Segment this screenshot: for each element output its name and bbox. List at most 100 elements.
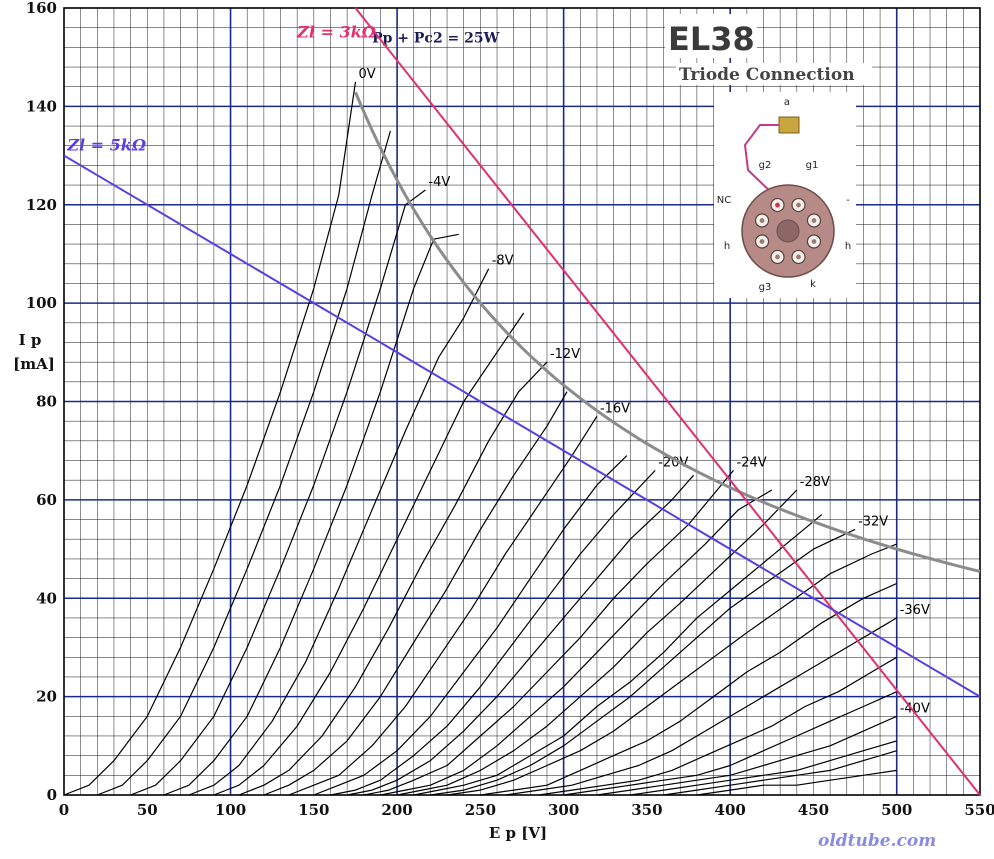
x-tick-label: 0: [59, 801, 69, 819]
x-tick-label: 450: [798, 801, 829, 819]
anode-cap-icon: [778, 116, 800, 134]
plate-curve: [188, 268, 490, 796]
grid-voltage-label: -24V: [737, 455, 767, 470]
plate-curve: [213, 312, 525, 796]
plate-curve: [63, 81, 357, 796]
x-tick-label: 150: [298, 801, 329, 819]
tube-title: EL38: [668, 20, 755, 58]
y-tick-label: 20: [36, 688, 57, 706]
y-tick-label: 40: [36, 589, 57, 607]
plate-curve: [263, 391, 568, 796]
grid-voltage-label: -4V: [428, 175, 450, 190]
load-line-5k: [63, 154, 981, 698]
socket-pin-hole-icon: [796, 202, 801, 208]
plate-curve: [663, 750, 897, 796]
x-tick-label: 400: [715, 801, 746, 819]
dissipation-curve: [354, 91, 981, 573]
x-axis-label: E p [V]: [489, 824, 547, 842]
watermark: oldtube.com: [818, 831, 936, 851]
pin-label-k: k: [810, 279, 816, 290]
pin-label-g2: g2: [759, 160, 772, 171]
plate-curve: [538, 656, 898, 796]
load-label-5k: Zl = 5kΩ: [66, 136, 147, 155]
x-tick-label: 550: [964, 801, 994, 819]
plate-curve: [97, 130, 391, 796]
x-tick-label: 200: [381, 801, 412, 819]
pin-label-h-left: h: [724, 241, 730, 252]
y-tick-label: 120: [26, 196, 57, 214]
grid-voltage-label: 0V: [358, 67, 375, 82]
socket-pin-hole-icon: [811, 239, 817, 244]
y-tick-label: 80: [36, 393, 57, 411]
subtitle-backdrop: [676, 63, 872, 85]
plate-curve: [630, 740, 897, 796]
y-tick-label: 100: [26, 294, 57, 312]
plate-curve: [380, 489, 773, 796]
grid-voltage-label: -16V: [600, 401, 630, 416]
y-tick-label: 60: [36, 491, 57, 509]
dissipation-label: Pp + Pc2 = 25W: [372, 30, 500, 46]
y-axis-unit: [mA]: [13, 355, 55, 373]
plate-curve: [346, 474, 694, 796]
socket-key-icon: [776, 219, 800, 243]
x-tick-label: 350: [631, 801, 662, 819]
plate-curve: [447, 543, 897, 796]
grid-voltage-label: -12V: [550, 347, 580, 362]
socket-pin-hole-icon: [775, 202, 780, 208]
plate-curves: 0V -4V -8V -12V -16V -20V -24V -28V -32V -36V -40V: [63, 67, 930, 796]
grid-voltage-label: -36V: [900, 603, 930, 618]
plate-curve: [480, 582, 897, 796]
x-tick-label: 500: [881, 801, 912, 819]
pin-label-g1: g1: [806, 160, 819, 171]
plate-curve: [288, 415, 598, 796]
grid: [63, 7, 981, 796]
axis-ticks: 0 50 100 150 200 250 300 350 400 450 500 550 0 20 40 60…: [26, 0, 994, 819]
socket-pin-hole-icon: [759, 239, 765, 244]
socket-pin-hole-icon: [759, 218, 765, 223]
pin-label-a: a: [784, 97, 790, 108]
y-tick-label: 160: [26, 0, 57, 17]
pin-label-nc: NC: [717, 195, 731, 206]
plate-curve: [430, 528, 856, 796]
plate-curve: [330, 469, 656, 796]
y-tick-label: 0: [47, 786, 57, 804]
plate-curve: [163, 233, 459, 796]
pin-label-dash: -: [846, 195, 850, 206]
x-tick-label: 300: [548, 801, 579, 819]
plate-curve: [505, 617, 898, 796]
plot-frame: [63, 7, 981, 796]
grid-voltage-label: -28V: [800, 475, 830, 490]
grid-voltage-label: -32V: [858, 514, 888, 529]
x-tick-label: 250: [465, 801, 496, 819]
grid-voltage-label: -40V: [900, 701, 930, 716]
title-backdrop: [665, 14, 757, 58]
socket-pin-hole-icon: [796, 254, 801, 260]
plate-curve: [396, 489, 798, 796]
plate-curve: [563, 691, 897, 796]
plate-curve: [130, 189, 426, 796]
socket-pin-hole-icon: [811, 218, 817, 223]
grid-voltage-label: -20V: [658, 455, 688, 470]
load-line-3k: [354, 7, 981, 796]
plate-curve: [596, 715, 897, 796]
plate-curve: [238, 361, 548, 796]
pin-label-g3: g3: [759, 282, 772, 293]
pinout-diagram: a g2 g1 NC - h h g3 k: [714, 92, 856, 298]
plate-curve: [413, 514, 823, 796]
tube-subtitle: Triode Connection: [679, 65, 855, 85]
x-tick-label: 100: [215, 801, 246, 819]
socket-pins: [754, 197, 822, 265]
anode-wire: [743, 124, 779, 198]
plate-curve: [363, 470, 734, 796]
plate-curve: [696, 769, 897, 796]
y-axis-label: I p: [19, 331, 42, 349]
x-tick-label: 50: [137, 801, 158, 819]
grid-voltage-label: -8V: [492, 254, 514, 269]
socket-pin-hole-icon: [775, 254, 780, 260]
y-tick-label: 140: [26, 97, 57, 115]
plate-curve: [313, 455, 628, 796]
load-label-3k: Zl = 3kΩ: [296, 23, 377, 42]
pin-label-h-right: h: [845, 241, 851, 252]
